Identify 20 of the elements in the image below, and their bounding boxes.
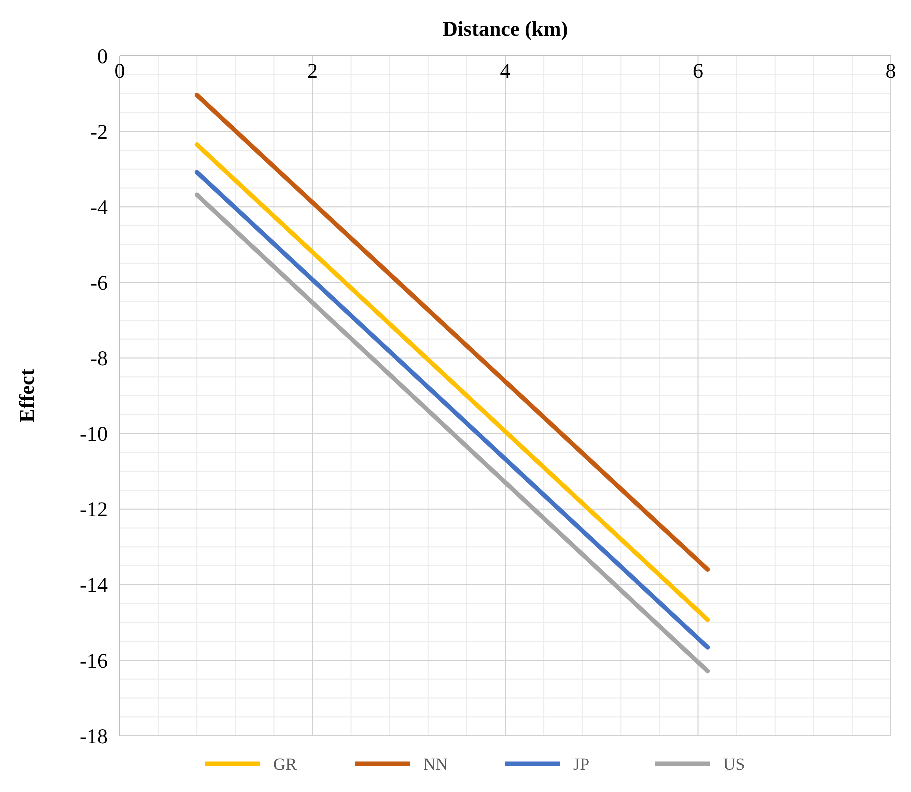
x-tick-label: 2 [308,59,318,83]
y-tick-label: -4 [90,195,108,220]
legend-label: US [724,754,746,774]
y-tick-label: -10 [80,422,108,446]
legend-label: NN [424,754,448,774]
y-axis-title: Effect [15,369,39,423]
y-tick-label: -18 [80,724,108,748]
y-tick-label: -6 [90,271,108,296]
legend-label: JP [574,754,590,774]
y-tick-label: -2 [90,120,108,144]
legend-label: GR [274,754,298,774]
y-tick-label: -8 [90,346,108,371]
x-axis-title: Distance (km) [442,17,568,41]
x-tick-label: 6 [693,59,704,83]
x-tick-label: 8 [886,59,896,83]
y-tick-label: -14 [80,573,108,598]
y-tick-label: -16 [80,648,108,673]
x-tick-label: 4 [500,59,512,83]
y-tick-label: -12 [80,498,108,522]
x-tick-label: 0 [114,59,126,83]
